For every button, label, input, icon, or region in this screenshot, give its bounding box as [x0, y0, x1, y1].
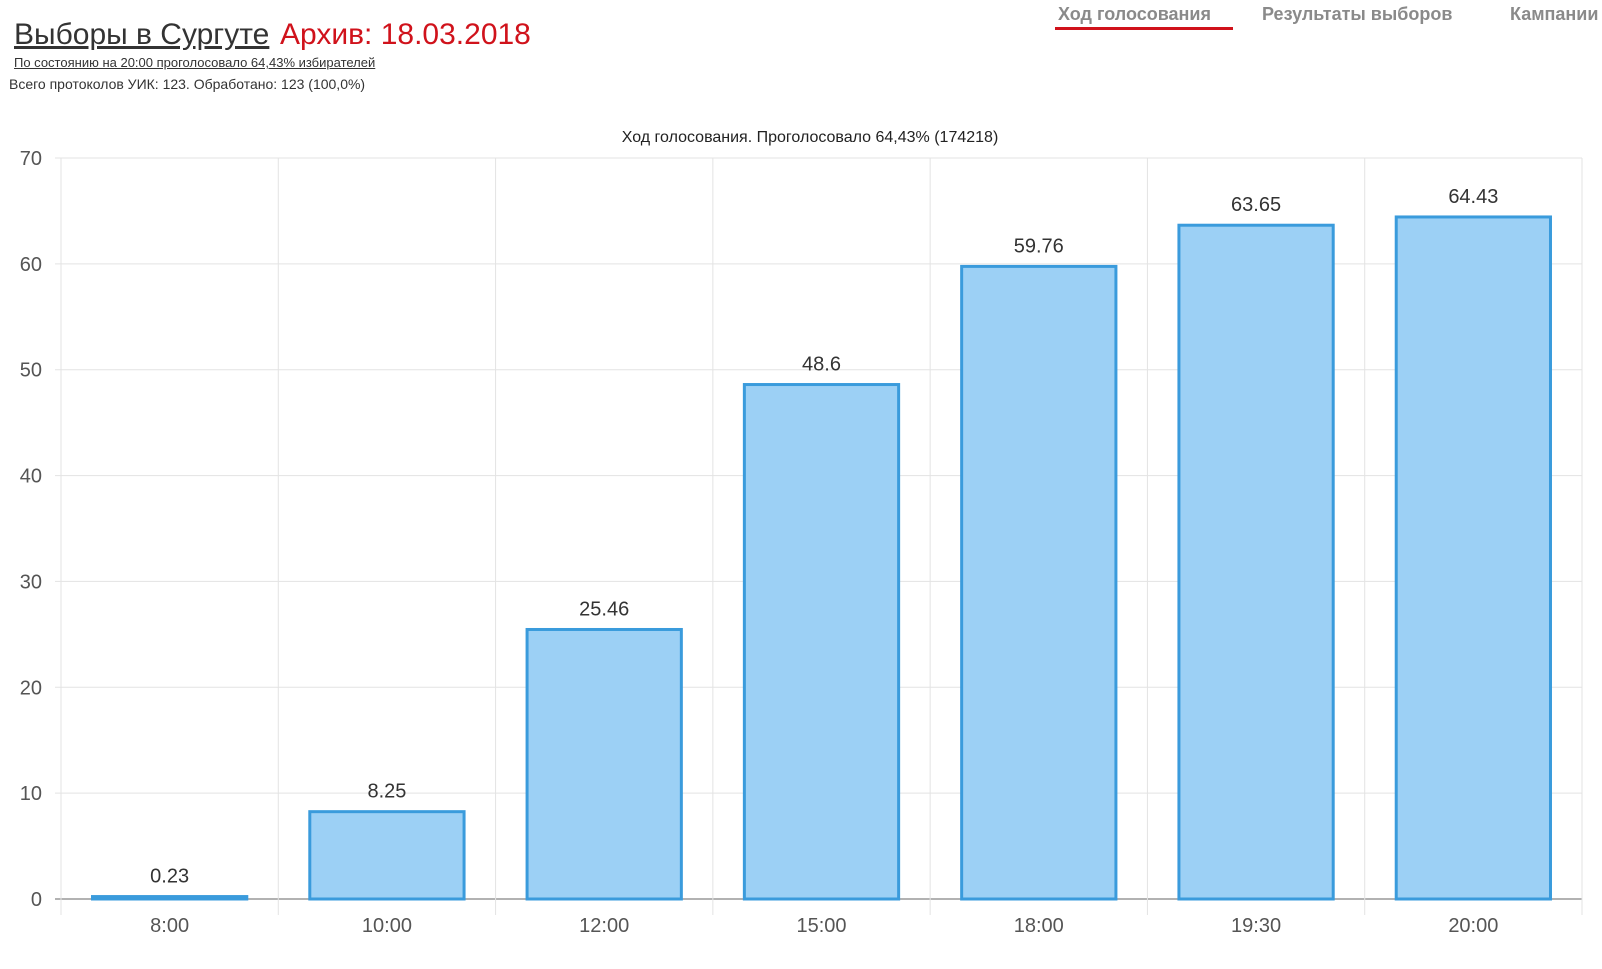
page-title-link[interactable]: Выборы в Сургуте	[14, 18, 270, 51]
bar-value-label: 0.23	[150, 866, 189, 888]
turnout-bar-chart: Ход голосования. Проголосовало 64,43% (1…	[20, 129, 1583, 937]
chart-labels: 0 10 20 30 40 50 60 70 0.23 8:00 8.25 10:00 25.46 12:…	[20, 148, 1499, 937]
chart-bar	[742, 383, 901, 901]
protocols-summary: Всего протоколов УИК: 123. Обработано: 1…	[9, 76, 366, 92]
turnout-status-link[interactable]: По состоянию на 20:00 проголосовало 64,4…	[14, 55, 376, 70]
bar-value-label: 63.65	[1231, 194, 1281, 216]
x-tick-label: 19:30	[1231, 915, 1281, 937]
x-tick-label: 20:00	[1448, 915, 1498, 937]
chart-bar	[91, 895, 249, 901]
y-tick-label: 60	[20, 254, 42, 276]
y-tick-label: 50	[20, 360, 42, 382]
chart-title: Ход голосования. Проголосовало 64,43% (1…	[622, 129, 999, 146]
chart-bar	[1177, 223, 1335, 901]
turnout-chart: Ход голосования. Проголосовало 64,43% (1…	[0, 110, 1602, 964]
bar-value-label: 64.43	[1448, 186, 1498, 208]
chart-bar	[1394, 215, 1552, 901]
x-tick-label: 8:00	[150, 915, 189, 937]
tab-voting-progress[interactable]: Ход голосования	[1058, 4, 1211, 24]
y-tick-label: 30	[20, 571, 42, 593]
active-tab-underline	[1055, 27, 1233, 30]
bar-value-label: 8.25	[367, 781, 406, 803]
bar-value-label: 25.46	[579, 598, 629, 620]
x-tick-label: 18:00	[1014, 915, 1064, 937]
x-tick-label: 15:00	[796, 915, 846, 937]
bar-value-label: 59.76	[1014, 235, 1064, 257]
y-tick-label: 70	[20, 148, 42, 170]
archive-date-label: Архив: 18.03.2018	[280, 18, 531, 51]
chart-bar	[308, 810, 466, 901]
y-tick-label: 0	[31, 889, 42, 911]
page-header: Выборы в Сургуте Архив: 18.03.2018 По со…	[0, 0, 1602, 110]
y-tick-label: 20	[20, 677, 42, 699]
tab-election-results[interactable]: Результаты выборов	[1262, 4, 1453, 24]
y-tick-label: 10	[20, 783, 42, 805]
chart-bar	[525, 627, 683, 901]
y-tick-label: 40	[20, 466, 42, 488]
chart-bars	[91, 215, 1552, 901]
tab-campaigns[interactable]: Кампании	[1510, 4, 1599, 24]
bar-value-label: 48.6	[802, 354, 841, 376]
chart-bar	[960, 264, 1118, 901]
x-tick-label: 10:00	[362, 915, 412, 937]
x-tick-label: 12:00	[579, 915, 629, 937]
